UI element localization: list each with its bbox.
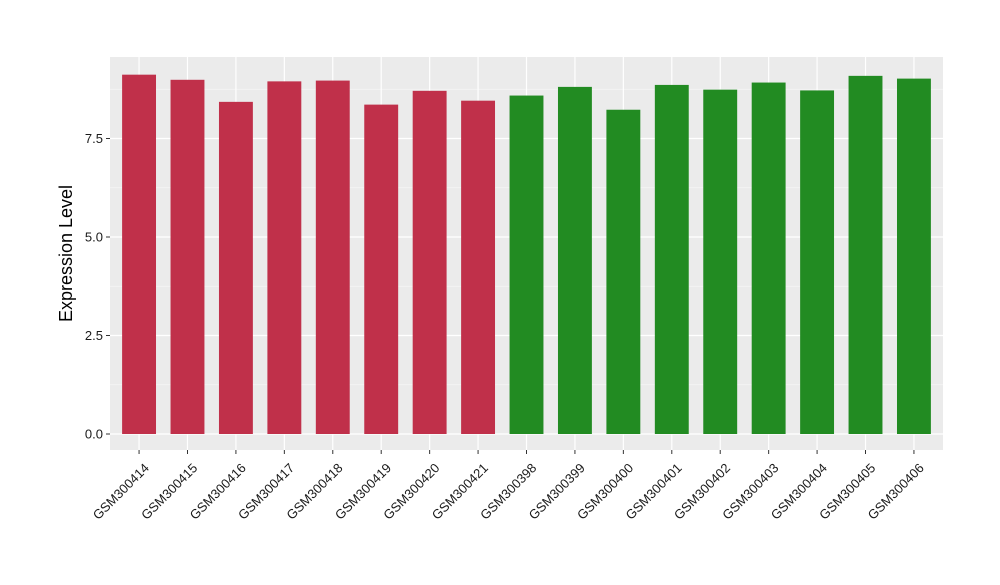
bar-GSM300420 xyxy=(412,90,447,435)
bar-GSM300403 xyxy=(751,82,786,434)
bar-GSM300414 xyxy=(122,74,157,434)
bar-GSM300418 xyxy=(315,80,350,434)
y-tick-label: 5.0 xyxy=(85,230,103,245)
bar-GSM300398 xyxy=(509,95,544,434)
y-tick-label: 0.0 xyxy=(85,427,103,442)
bar-GSM300402 xyxy=(703,89,738,435)
bars xyxy=(122,74,931,435)
y-axis-ticks: 0.0 2.5 5.0 7.5 xyxy=(85,131,110,442)
bar-GSM300404 xyxy=(800,90,835,434)
bar-GSM300421 xyxy=(461,100,496,435)
y-tick-label: 2.5 xyxy=(85,328,103,343)
bar-GSM300415 xyxy=(170,79,205,434)
bar-GSM300419 xyxy=(364,104,399,434)
bar-GSM300400 xyxy=(606,109,641,434)
bar-GSM300399 xyxy=(557,86,592,435)
bar-GSM300416 xyxy=(218,101,253,434)
bar-GSM300401 xyxy=(654,84,689,434)
y-axis-title: Expression Level xyxy=(56,185,76,322)
y-tick-label: 7.5 xyxy=(85,131,103,146)
bar-GSM300405 xyxy=(848,75,883,434)
bar-GSM300417 xyxy=(267,81,302,435)
x-axis-ticks: GSM300414GSM300415GSM300416GSM300417GSM3… xyxy=(90,450,927,523)
bar-GSM300406 xyxy=(896,78,931,434)
